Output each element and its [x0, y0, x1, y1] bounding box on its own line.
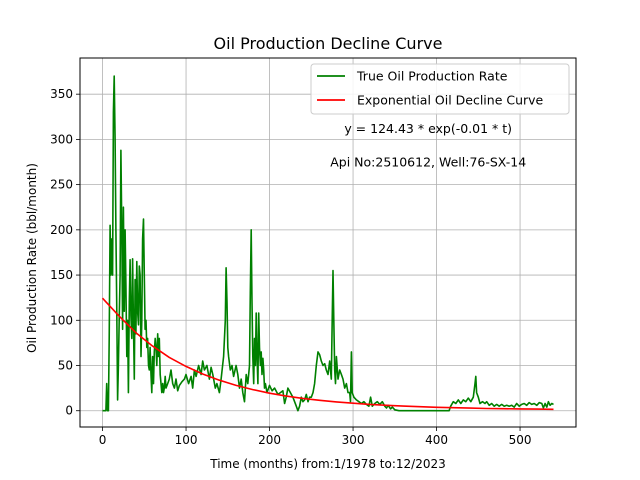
x-tick-label-3: 300 — [342, 433, 365, 447]
series-line-0 — [102, 75, 554, 412]
y-tick-label-7: 350 — [50, 87, 73, 101]
x-tick-label-4: 400 — [425, 433, 448, 447]
y-axis-label: Oil Production Rate (bbl/month) — [25, 163, 39, 353]
series-layer — [101, 75, 554, 412]
y-tick-label-2: 100 — [50, 313, 73, 327]
x-tick-label-0: 0 — [99, 433, 107, 447]
annotation-1: Api No:2510612, Well:76-SX-14 — [330, 155, 526, 170]
annotations: y = 124.43 * exp(-0.01 * t) Api No:251061… — [330, 121, 526, 169]
legend-label-0: True Oil Production Rate — [356, 69, 508, 84]
x-tick-label-5: 500 — [509, 433, 532, 447]
axis-ticks: 0 100 200 300 400 500 0 50 100 150 200 250 300 350 — [50, 87, 531, 447]
legend: True Oil Production Rate Exponential Oil … — [310, 63, 570, 115]
chart-title: Oil Production Decline Curve — [214, 34, 443, 53]
y-tick-label-1: 50 — [58, 359, 73, 373]
plot-area-frame — [79, 57, 577, 428]
y-tick-label-5: 250 — [50, 178, 73, 192]
legend-box — [310, 63, 570, 115]
y-tick-label-6: 300 — [50, 132, 73, 146]
legend-label-1: Exponential Oil Decline Curve — [357, 93, 544, 108]
x-tick-label-2: 200 — [258, 433, 281, 447]
x-tick-label-1: 100 — [175, 433, 198, 447]
y-tick-label-3: 150 — [50, 268, 73, 282]
series-line-1 — [101, 297, 554, 411]
y-tick-label-0: 0 — [65, 404, 73, 418]
annotation-0: y = 124.43 * exp(-0.01 * t) — [344, 121, 512, 136]
y-tick-label-4: 200 — [50, 223, 73, 237]
x-axis-label: Time (months) from:1/1978 to:12/2023 — [209, 457, 446, 471]
